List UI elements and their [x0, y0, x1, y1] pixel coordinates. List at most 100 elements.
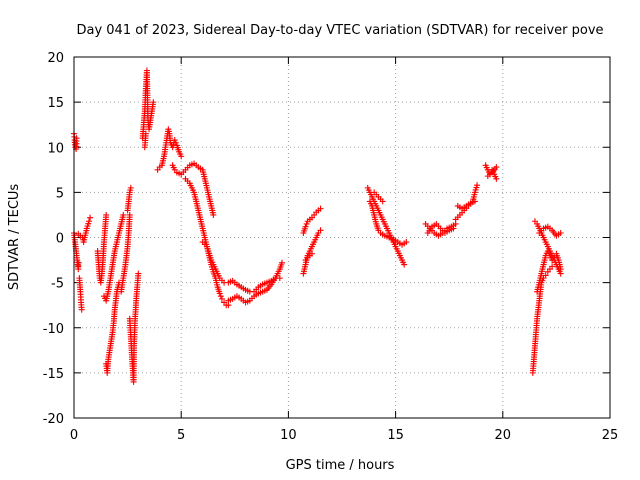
- data-point-marker: [388, 235, 395, 242]
- data-point-marker: [435, 223, 442, 230]
- y-tick-label: 5: [56, 186, 64, 201]
- data-point-marker: [492, 173, 499, 180]
- data-point-marker: [307, 245, 314, 252]
- data-point-marker: [400, 259, 407, 266]
- data-point-marker: [75, 262, 82, 269]
- data-point-marker: [214, 281, 221, 288]
- data-point-marker: [201, 173, 208, 180]
- data-point-marker: [196, 214, 203, 221]
- data-point-marker: [244, 287, 251, 294]
- data-point-marker: [177, 151, 184, 158]
- x-tick-label: 15: [387, 428, 404, 443]
- data-point-marker: [203, 182, 210, 189]
- y-tick-label: 0: [56, 232, 64, 247]
- data-point-marker: [111, 250, 118, 257]
- data-point-marker: [257, 289, 264, 296]
- data-points-layer: [71, 67, 564, 385]
- data-point-marker: [545, 250, 552, 257]
- x-tick-label: 20: [495, 428, 512, 443]
- data-point-marker: [127, 187, 134, 194]
- data-point-marker: [207, 254, 214, 261]
- data-point-marker: [184, 178, 191, 185]
- data-point-marker: [391, 241, 398, 248]
- data-point-marker: [465, 201, 472, 208]
- data-point-marker: [115, 232, 122, 239]
- data-point-marker: [555, 231, 562, 238]
- data-point-marker: [81, 236, 88, 243]
- data-point-marker: [273, 272, 280, 279]
- data-point-marker: [253, 286, 260, 293]
- data-point-marker: [248, 295, 255, 302]
- data-point-marker: [401, 240, 408, 247]
- data-point-marker: [486, 171, 493, 178]
- data-point-marker: [167, 137, 174, 144]
- data-point-marker: [135, 272, 142, 279]
- data-point-marker: [193, 162, 200, 169]
- data-point-marker: [107, 277, 114, 284]
- data-point-marker: [454, 214, 461, 221]
- data-point-marker: [539, 232, 546, 239]
- data-point-marker: [192, 196, 199, 203]
- data-point-marker: [188, 161, 195, 168]
- y-tick-label: 20: [47, 51, 64, 66]
- data-point-marker: [461, 204, 468, 211]
- data-point-marker: [266, 283, 273, 290]
- data-point-marker: [180, 169, 187, 176]
- data-point-marker: [236, 282, 243, 289]
- data-point-marker: [303, 220, 310, 227]
- data-point-marker: [176, 170, 183, 177]
- data-point-marker: [310, 241, 317, 248]
- data-point-marker: [549, 263, 556, 270]
- data-point-marker: [126, 214, 133, 221]
- plot-frame: [73, 56, 611, 419]
- x-tick-label: 10: [280, 428, 297, 443]
- data-point-marker: [189, 187, 196, 194]
- data-point-marker: [77, 296, 84, 303]
- data-point-marker: [147, 114, 154, 121]
- data-point-marker: [535, 223, 542, 230]
- data-point-marker: [374, 225, 381, 232]
- data-point-marker: [119, 214, 126, 221]
- data-point-marker: [378, 214, 385, 221]
- data-point-marker: [540, 263, 546, 270]
- data-point-marker: [104, 290, 111, 297]
- data-point-marker: [379, 231, 386, 238]
- data-point-marker: [227, 278, 234, 285]
- grid-layer: [74, 57, 610, 418]
- data-point-marker: [548, 254, 555, 261]
- data-point-marker: [437, 231, 444, 238]
- data-point-marker: [557, 263, 564, 270]
- y-tick-label: -10: [43, 322, 64, 337]
- data-point-marker: [538, 227, 545, 234]
- data-point-marker: [546, 225, 553, 232]
- data-point-marker: [165, 128, 172, 135]
- data-point-marker: [117, 223, 124, 230]
- data-point-marker: [87, 214, 94, 221]
- data-point-marker: [365, 187, 372, 194]
- data-point-marker: [261, 280, 268, 287]
- data-point-marker: [201, 241, 208, 248]
- data-point-marker: [469, 199, 476, 206]
- data-point-marker: [317, 205, 324, 212]
- data-point-marker: [367, 191, 374, 198]
- data-point-marker: [541, 236, 548, 243]
- data-point-marker: [231, 279, 238, 286]
- data-point-marker: [302, 263, 309, 270]
- y-tick-label: -15: [43, 367, 64, 382]
- data-point-marker: [385, 227, 392, 234]
- data-point-marker: [218, 295, 225, 302]
- tick-layer: 0 5 10 15 20 25 -20 -15 -10 -5 0 5 10 15 20: [43, 51, 619, 443]
- y-tick-label: -20: [43, 412, 64, 427]
- data-point-marker: [491, 165, 498, 172]
- data-point-marker: [215, 272, 222, 279]
- data-point-marker: [244, 298, 251, 305]
- data-point-marker: [301, 225, 308, 232]
- data-point-marker: [393, 245, 400, 252]
- data-point-marker: [537, 272, 544, 279]
- data-point-marker: [253, 291, 260, 298]
- data-point-marker: [376, 209, 383, 216]
- data-point-marker: [109, 263, 116, 270]
- chart-title: Day 041 of 2023, Sidereal Day-to-day VTE…: [76, 23, 603, 38]
- data-point-marker: [542, 224, 549, 231]
- data-point-marker: [142, 132, 149, 139]
